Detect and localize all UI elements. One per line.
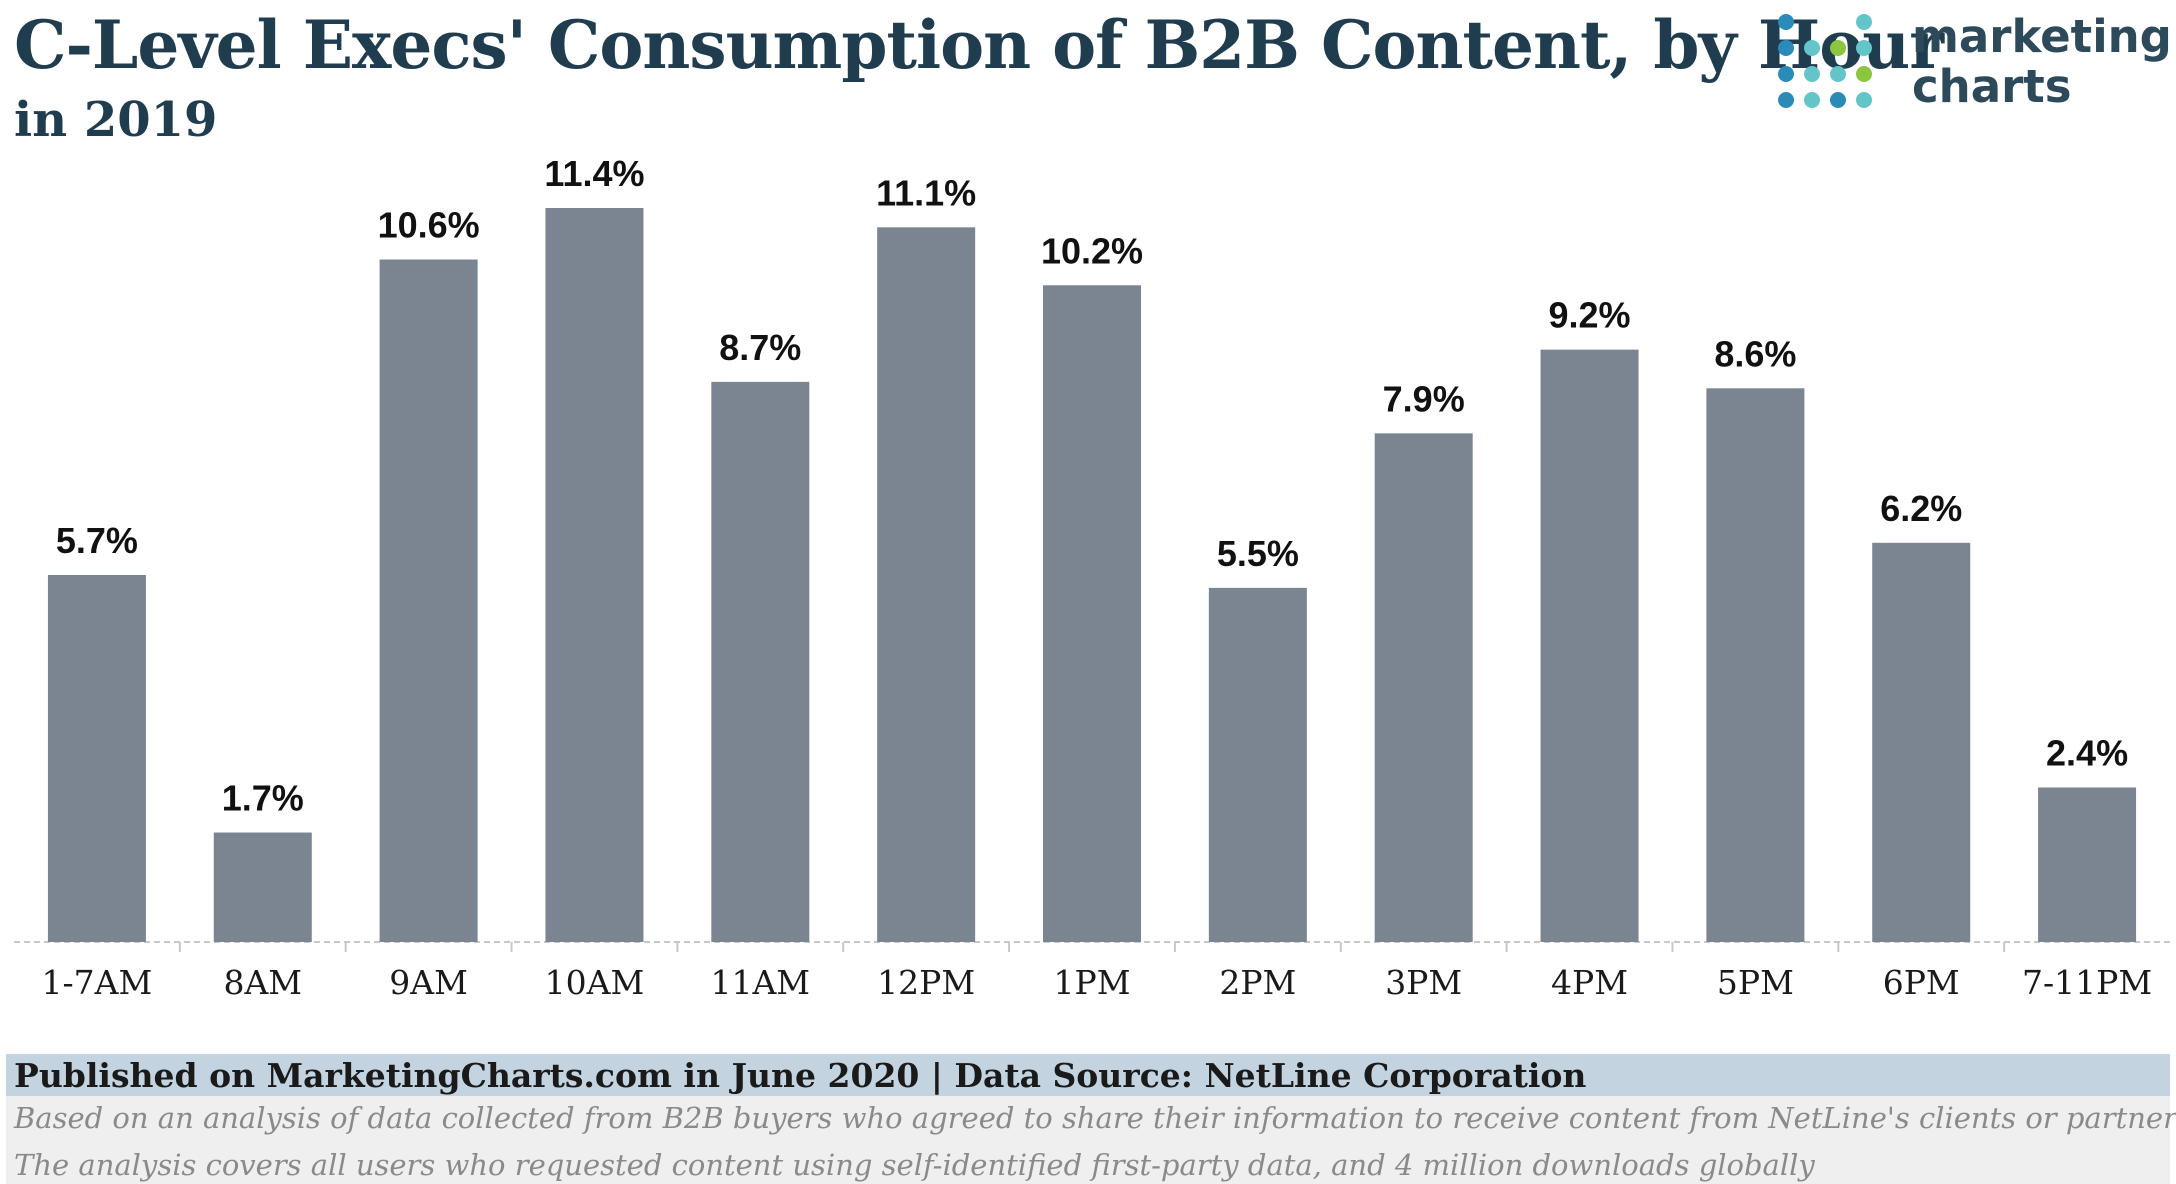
marketingcharts-logo: marketing charts	[1772, 10, 2172, 120]
x-tick-label: 9AM	[389, 963, 468, 1002]
footer-published-source: Published on MarketingCharts.com in June…	[14, 1056, 1587, 1095]
bar-4pm	[1540, 349, 1639, 942]
footer-note-2: The analysis covers all users who reques…	[14, 1148, 1815, 1182]
x-tick-label: 2PM	[1219, 963, 1296, 1002]
footer-notes-band	[6, 1096, 2170, 1184]
bar-9am	[379, 259, 478, 942]
bar-3pm	[1374, 433, 1473, 942]
bar-8am	[213, 832, 312, 942]
bar-2pm	[1208, 587, 1307, 942]
data-label: 5.7%	[56, 520, 138, 561]
chart-subtitle: in 2019	[14, 92, 218, 148]
logo-dot	[1778, 14, 1794, 30]
logo-dot	[1830, 40, 1846, 56]
logo-dot	[1778, 40, 1794, 56]
bar-10am	[545, 208, 644, 942]
x-tick-label: 5PM	[1717, 963, 1794, 1002]
data-label: 2.4%	[2046, 732, 2128, 773]
logo-dot	[1830, 66, 1846, 82]
bar-chart: 5.7% 1-7AM 1.7% 8AM 10.6% 9AM 11.4% 10AM 8.7% 11A…	[14, 153, 2170, 1002]
data-label: 1.7%	[222, 778, 304, 819]
bar-1pm	[1043, 285, 1141, 942]
logo-dot	[1778, 92, 1794, 108]
bar-5pm	[1706, 388, 1805, 942]
x-tick-label: 10AM	[545, 963, 645, 1002]
logo-line-2: charts	[1912, 60, 2072, 113]
logo-dot	[1856, 14, 1872, 30]
data-label: 5.5%	[1217, 533, 1299, 574]
data-label: 11.1%	[876, 172, 976, 213]
x-tick-label: 1-7AM	[42, 963, 153, 1002]
logo-dot	[1856, 40, 1872, 56]
logo-dot	[1804, 40, 1820, 56]
bar-6pm	[1872, 542, 1971, 942]
footer-note-1: Based on an analysis of data collected f…	[14, 1101, 2176, 1135]
logo-dot	[1778, 66, 1794, 82]
x-tick-label: 4PM	[1551, 963, 1628, 1002]
logo-dot	[1804, 66, 1820, 82]
data-label: 9.2%	[1549, 295, 1631, 336]
logo-dots-icon	[1778, 14, 1872, 108]
data-label: 11.4%	[544, 153, 644, 194]
logo-dot	[1804, 92, 1820, 108]
data-label: 10.6%	[378, 205, 480, 246]
x-tick-label: 1PM	[1054, 963, 1131, 1002]
footer-source-band	[6, 1054, 2170, 1096]
bar-1-7am	[47, 575, 146, 942]
logo-dot	[1856, 92, 1872, 108]
logo-line-1: marketing	[1912, 10, 2172, 63]
logo-dot	[1830, 92, 1846, 108]
bar-11am	[711, 381, 810, 942]
data-label: 8.6%	[1714, 333, 1796, 374]
chart-title: C-Level Execs' Consumption of B2B Conten…	[14, 6, 1944, 84]
data-label: 7.9%	[1383, 378, 1465, 419]
x-tick-label: 7-11PM	[2022, 963, 2152, 1002]
x-tick-label: 12PM	[877, 963, 975, 1002]
logo-dot	[1856, 66, 1872, 82]
data-label: 6.2%	[1880, 488, 1962, 529]
x-tick-label: 11AM	[710, 963, 810, 1002]
data-label: 10.2%	[1041, 230, 1143, 271]
data-label: 8.7%	[719, 327, 801, 368]
x-tick-label: 3PM	[1385, 963, 1462, 1002]
x-tick-label: 6PM	[1883, 963, 1960, 1002]
x-tick-label: 8AM	[223, 963, 302, 1002]
logo-wordmark: marketing charts	[1912, 12, 2172, 112]
bar-7-11pm	[2038, 787, 2137, 942]
bar-12pm	[877, 227, 976, 942]
